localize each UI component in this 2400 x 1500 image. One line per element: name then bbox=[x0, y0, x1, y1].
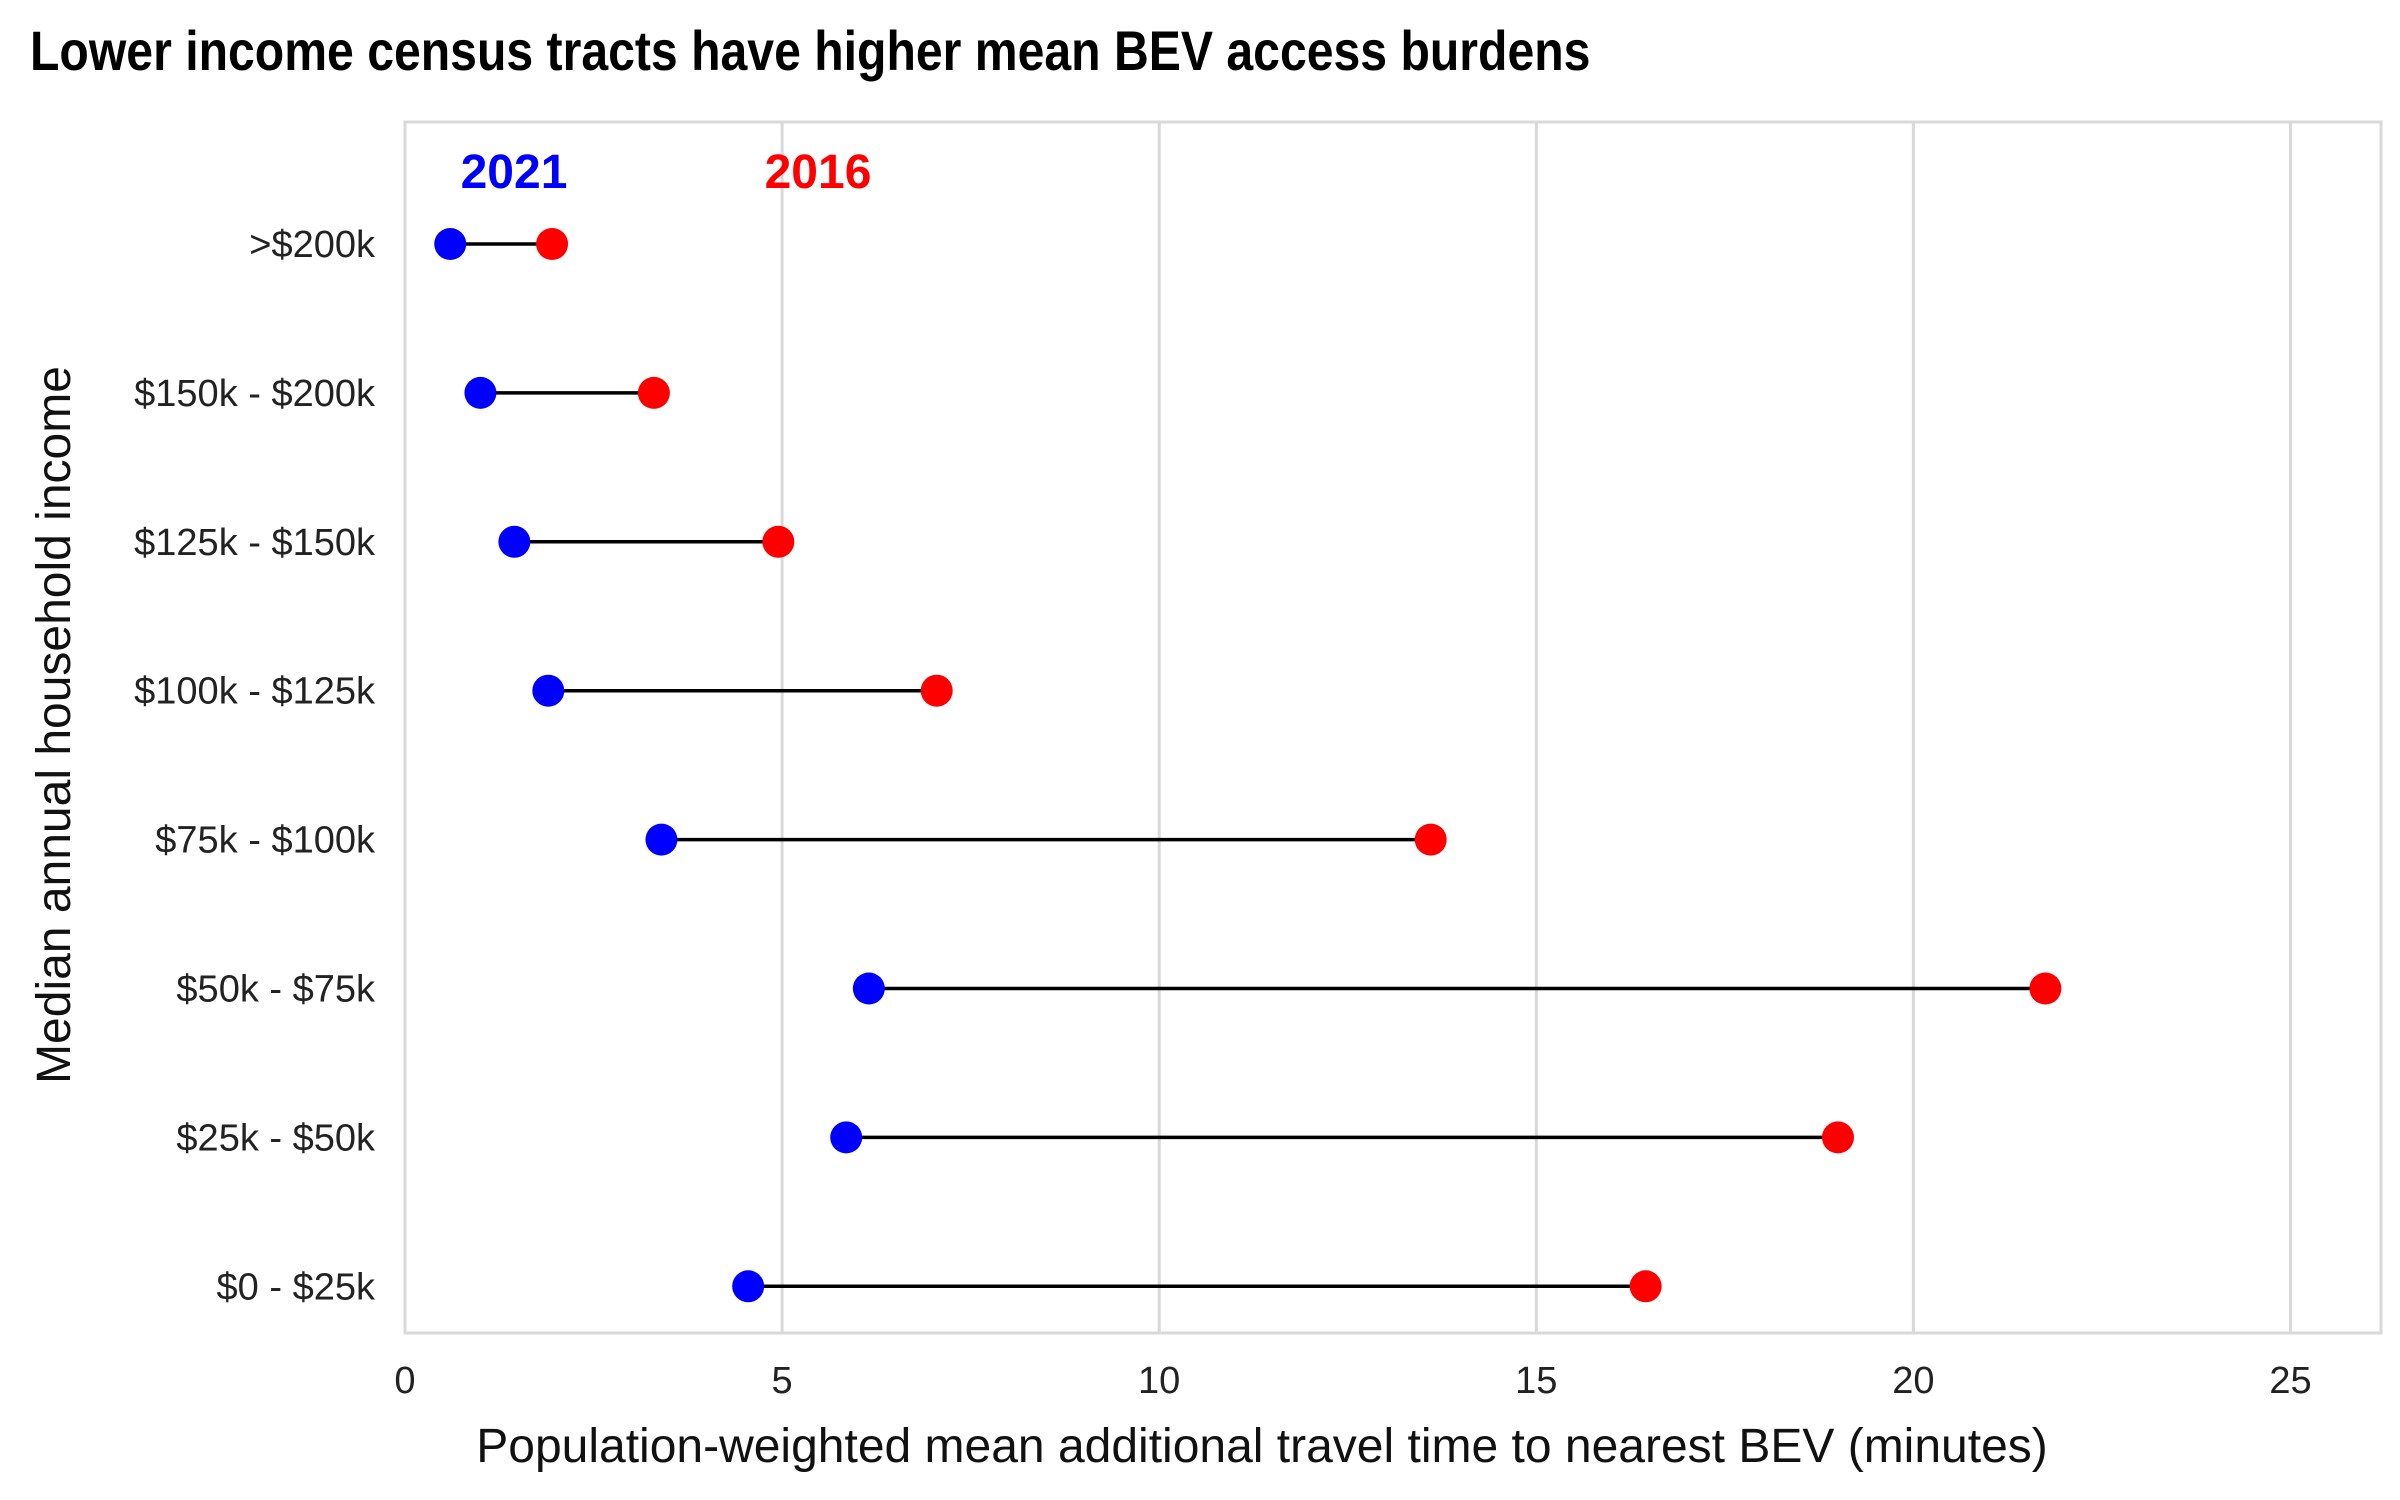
y-axis-label: Median annual household income bbox=[28, 366, 81, 1084]
data-point-2016 bbox=[762, 525, 795, 558]
y-tick-label: $25k - $50k bbox=[176, 1117, 376, 1159]
data-point-2016 bbox=[1414, 823, 1447, 856]
data-point-2021 bbox=[645, 823, 678, 856]
y-tick-label: $100k - $125k bbox=[134, 671, 376, 713]
connector-layer bbox=[450, 242, 2046, 1289]
data-point-2016 bbox=[637, 376, 670, 409]
y-tick-labels: >$200k $150k - $200k $125k - $150k $100k - … bbox=[134, 224, 376, 1308]
x-tick-label: 5 bbox=[772, 1360, 793, 1402]
x-tick-label: 10 bbox=[1138, 1360, 1180, 1402]
series-label-2021: 2021 bbox=[461, 146, 568, 199]
series-label-layer: 2021 2016 bbox=[461, 146, 872, 199]
y-tick-label: $150k - $200k bbox=[134, 373, 376, 415]
data-point-2021 bbox=[498, 525, 531, 558]
x-axis-label: Population-weighted mean additional trav… bbox=[476, 1420, 2048, 1473]
y-tick-label: $50k - $75k bbox=[176, 969, 376, 1011]
x-tick-label: 0 bbox=[394, 1360, 415, 1402]
y-tick-label: >$200k bbox=[249, 224, 376, 266]
data-point-2016 bbox=[536, 228, 569, 260]
data-point-2021 bbox=[532, 674, 565, 707]
data-point-2021 bbox=[830, 1121, 863, 1154]
data-point-2021 bbox=[732, 1270, 765, 1303]
y-tick-label: $75k - $100k bbox=[155, 820, 376, 862]
y-tick-label: $125k - $150k bbox=[134, 522, 376, 564]
x-tick-label: 25 bbox=[2269, 1360, 2311, 1402]
data-point-2021 bbox=[464, 376, 497, 409]
data-point-2016 bbox=[2029, 972, 2062, 1005]
data-point-2016 bbox=[1821, 1121, 1854, 1154]
x-tick-label: 20 bbox=[1892, 1360, 1934, 1402]
x-tick-labels: 0 5 10 15 20 25 bbox=[394, 1360, 2311, 1402]
data-point-2016 bbox=[920, 674, 953, 707]
y-tick-label: $0 - $25k bbox=[217, 1266, 376, 1308]
series-label-2016: 2016 bbox=[765, 146, 872, 199]
x-tick-label: 15 bbox=[1515, 1360, 1557, 1402]
plot-frame bbox=[403, 120, 2383, 1335]
point-layer bbox=[434, 228, 2062, 1303]
data-point-2016 bbox=[1629, 1270, 1662, 1303]
data-point-2021 bbox=[852, 972, 885, 1005]
chart-title: Lower income census tracts have higher m… bbox=[30, 19, 1591, 82]
grid-layer bbox=[403, 122, 2292, 1333]
data-point-2021 bbox=[434, 228, 467, 260]
